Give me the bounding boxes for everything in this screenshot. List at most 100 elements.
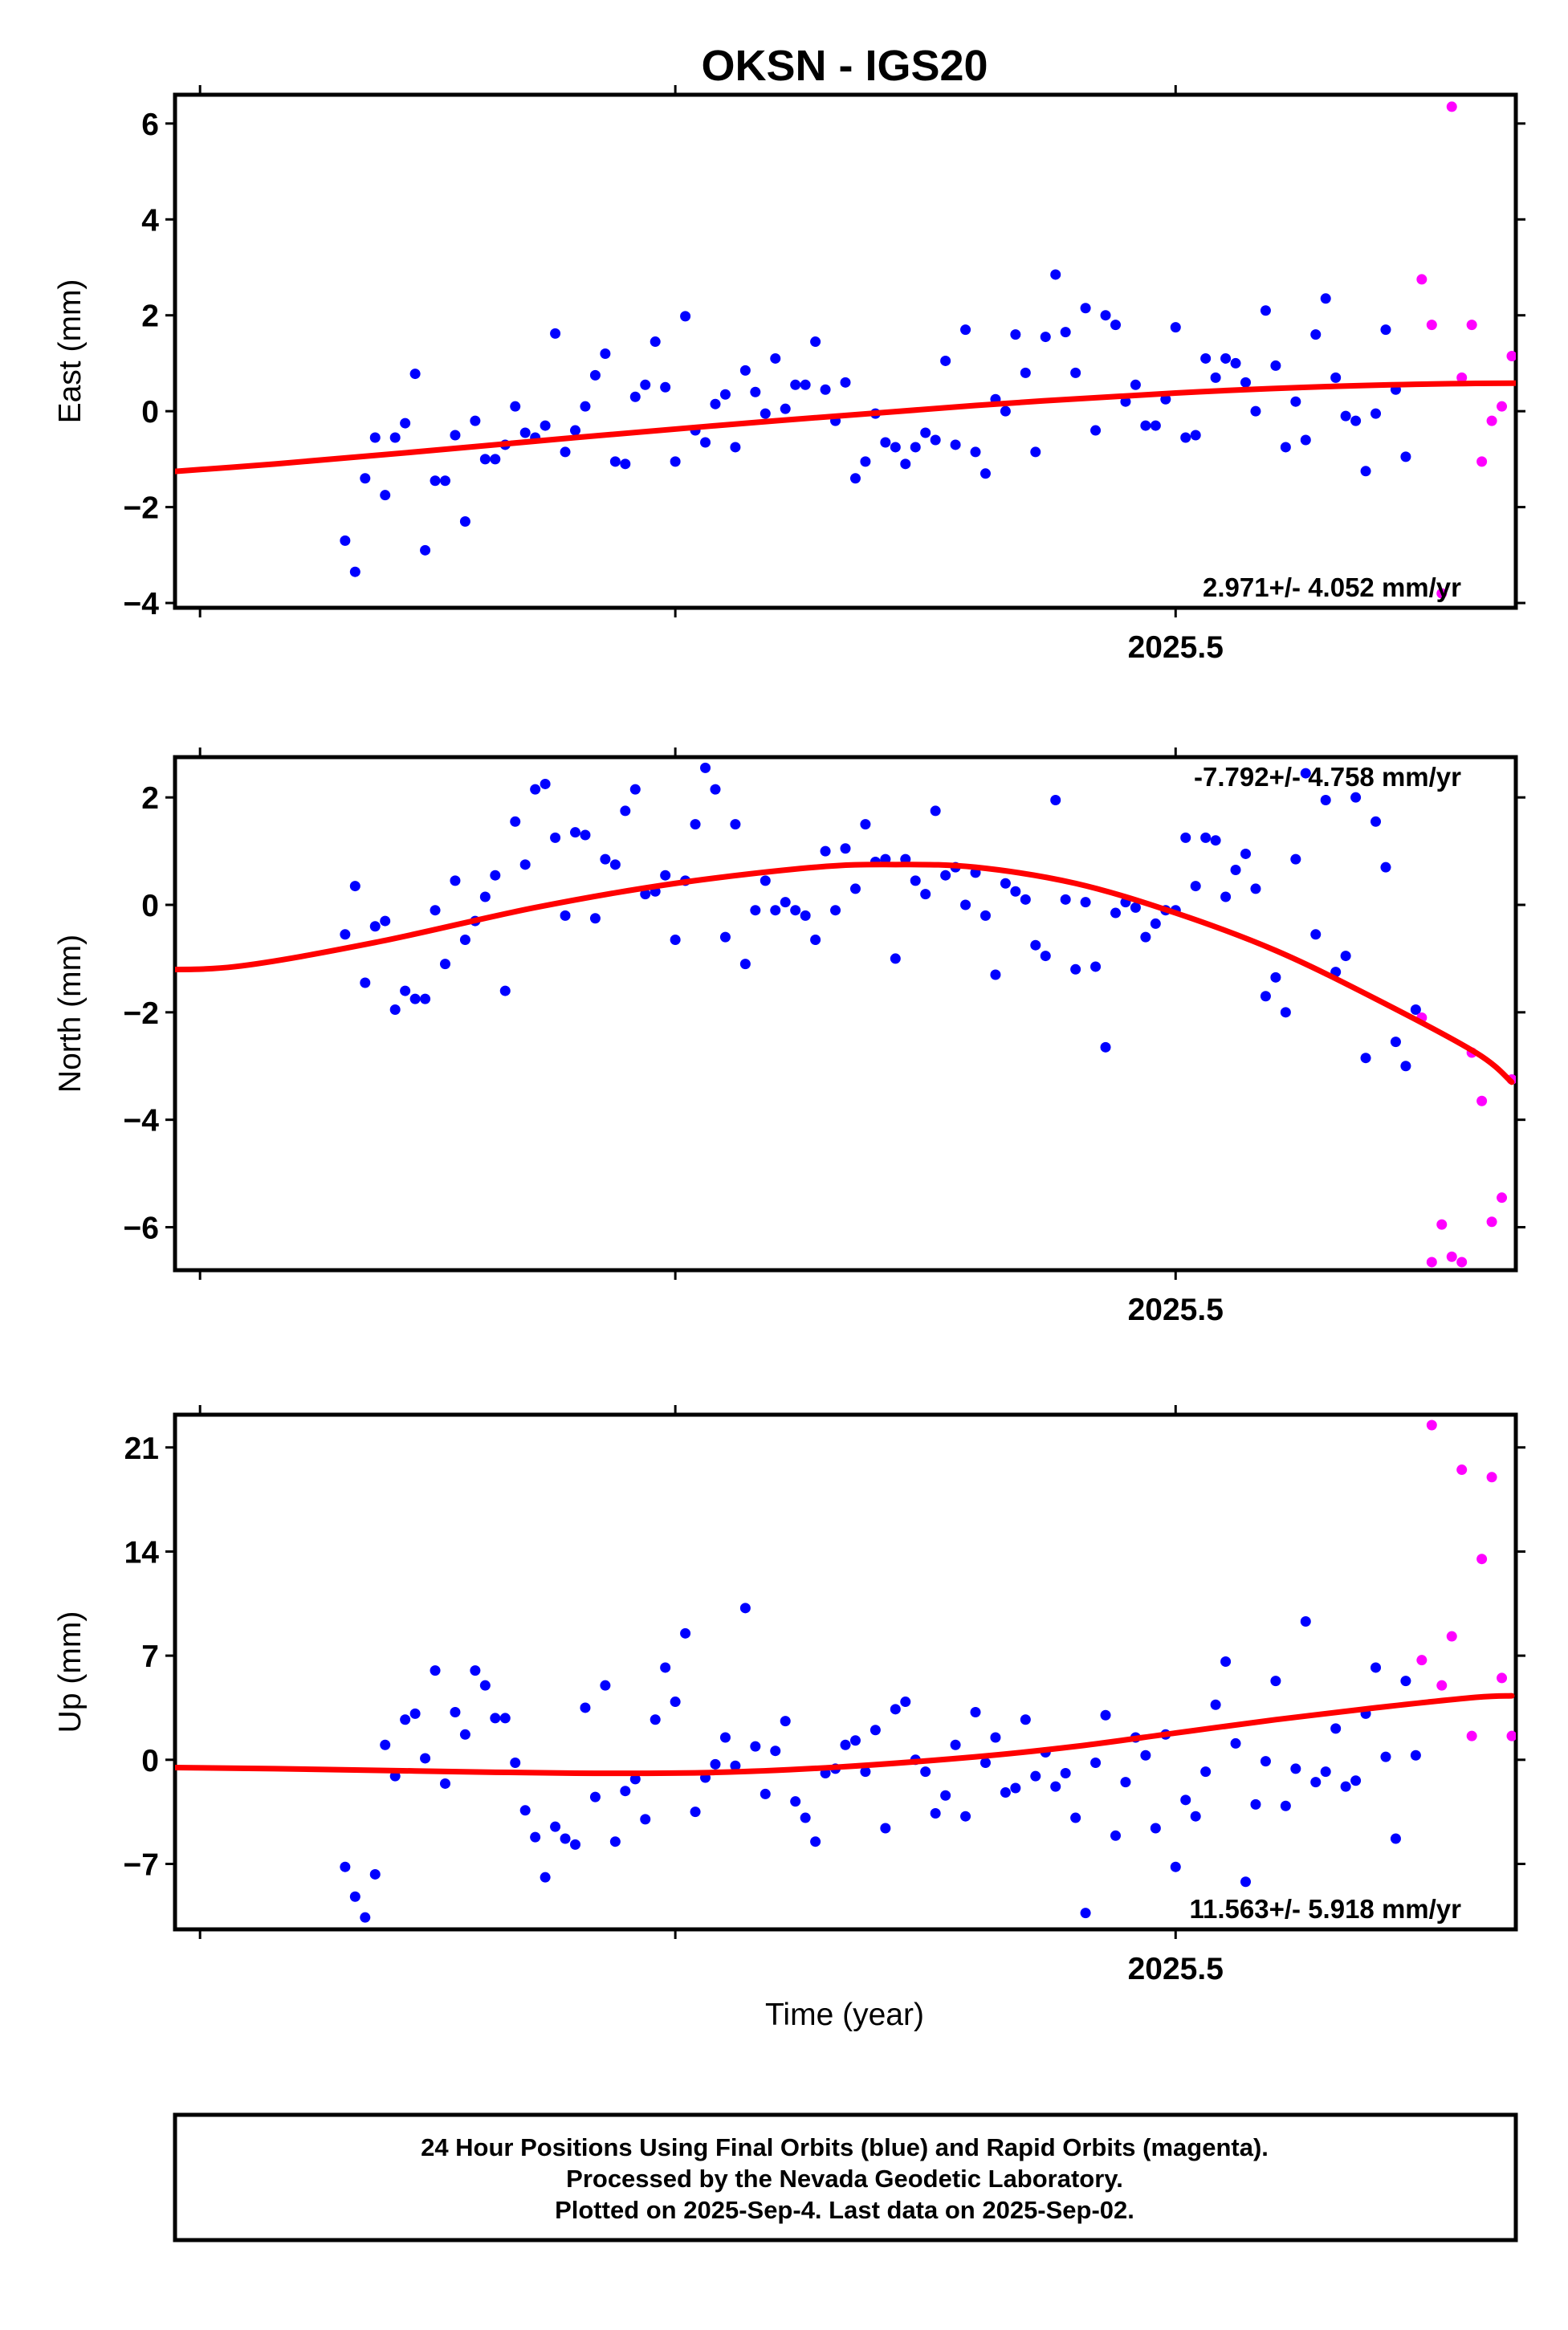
east-final-point (780, 403, 791, 414)
up-final-point (349, 1891, 360, 1902)
up-final-point (1180, 1794, 1191, 1806)
north-final-point (710, 784, 721, 795)
east-final-point (1110, 320, 1121, 331)
up-final-point (719, 1732, 731, 1743)
east-final-point (840, 377, 851, 388)
east-final-point (1060, 327, 1071, 338)
east-final-point (790, 379, 801, 390)
north-final-point (750, 905, 761, 916)
north-final-point (1140, 931, 1151, 943)
up-final-point (670, 1697, 681, 1708)
north-final-point (1240, 848, 1252, 859)
north-final-point (1300, 768, 1311, 779)
up-final-point (650, 1714, 661, 1725)
east-ytick-label: 2 (141, 299, 159, 334)
up-rapid-point (1446, 1631, 1457, 1642)
up-final-point (640, 1814, 651, 1825)
up-panel: 21 14 7 0 −7 2025.5 Up (mm) 11.563+/- 5.918 mm/… (53, 1405, 1525, 1986)
east-final-point (1230, 357, 1241, 369)
north-ytick-label: 2 (141, 781, 159, 816)
east-final-point (439, 475, 450, 487)
north-final-point (670, 934, 681, 945)
east-final-point (719, 389, 731, 400)
east-final-point (420, 544, 431, 556)
up-final-point (570, 1839, 581, 1850)
east-final-point (1140, 420, 1151, 431)
north-final-point (840, 843, 851, 854)
north-final-point (1380, 862, 1391, 873)
north-final-point (360, 977, 371, 988)
up-ytick-label: 14 (124, 1535, 160, 1570)
up-final-point (409, 1708, 421, 1719)
east-y-axis-label: East (mm) (53, 279, 88, 424)
north-final-point (1360, 1053, 1371, 1064)
up-final-point (1120, 1777, 1131, 1788)
up-final-point (580, 1702, 591, 1713)
north-final-point (1110, 907, 1121, 919)
east-final-point (849, 473, 861, 484)
east-final-point (960, 324, 971, 336)
north-final-point (1020, 894, 1031, 905)
north-rapid-point (1436, 1219, 1448, 1230)
north-final-point (920, 889, 931, 900)
up-rapid-point (1486, 1472, 1497, 1483)
north-final-point (960, 899, 971, 910)
east-final-point (890, 442, 901, 453)
up-fit-line (175, 1693, 1515, 1777)
north-final-point (380, 915, 391, 927)
east-final-point (650, 336, 661, 348)
up-final-point (970, 1707, 981, 1718)
north-final-point (1250, 883, 1261, 894)
north-rapid-point (1486, 1216, 1497, 1228)
up-final-point (1020, 1714, 1031, 1725)
east-final-point (1080, 303, 1091, 314)
north-final-point (530, 784, 541, 795)
north-final-point (1030, 939, 1041, 951)
east-ytick-label: 4 (141, 203, 159, 238)
east-rate-label: 2.971+/- 4.052 mm/yr (1203, 572, 1461, 602)
east-final-point (1100, 310, 1111, 321)
north-rate-label: -7.792+/- 4.758 mm/yr (1194, 762, 1461, 792)
up-final-point (1410, 1750, 1421, 1761)
up-final-point (1230, 1737, 1241, 1749)
east-final-point (589, 369, 601, 381)
up-final-point (430, 1665, 441, 1676)
up-final-point (510, 1758, 521, 1769)
up-final-point (739, 1603, 751, 1614)
north-ytick-label: 0 (141, 889, 159, 923)
caption-line-1: 24 Hour Positions Using Final Orbits (bl… (421, 2133, 1269, 2161)
east-final-point (1210, 372, 1221, 383)
up-rapid-point (1416, 1655, 1427, 1666)
east-final-point (1180, 432, 1191, 443)
up-final-point (519, 1805, 531, 1816)
north-ytick-label: −2 (124, 996, 159, 1031)
up-final-point (479, 1680, 491, 1691)
north-final-point (1040, 951, 1051, 962)
north-final-point (1290, 853, 1301, 865)
north-final-point (1270, 972, 1281, 983)
up-rapid-point (1436, 1680, 1448, 1691)
north-final-point (830, 905, 841, 916)
east-final-point (479, 454, 491, 465)
east-final-point (710, 398, 721, 409)
up-final-point (1260, 1756, 1271, 1767)
up-final-point (600, 1680, 611, 1691)
up-plot-frame (173, 1412, 1518, 1932)
up-final-point (930, 1807, 941, 1819)
up-final-point (1170, 1861, 1181, 1872)
east-final-point (1010, 329, 1021, 340)
east-final-point (760, 408, 771, 419)
up-final-point (420, 1753, 431, 1764)
north-final-point (1410, 1004, 1421, 1015)
east-final-point (940, 355, 951, 366)
north-final-point (479, 891, 491, 902)
east-ytick-label: −4 (124, 587, 160, 621)
east-final-point (629, 391, 641, 402)
north-final-point (439, 959, 450, 970)
up-rate-label: 11.563+/- 5.918 mm/yr (1189, 1894, 1461, 1924)
north-final-point (1260, 991, 1271, 1002)
east-final-point (1290, 396, 1301, 407)
north-final-point (349, 881, 360, 892)
up-final-point (1100, 1709, 1111, 1721)
up-final-point (690, 1807, 701, 1818)
